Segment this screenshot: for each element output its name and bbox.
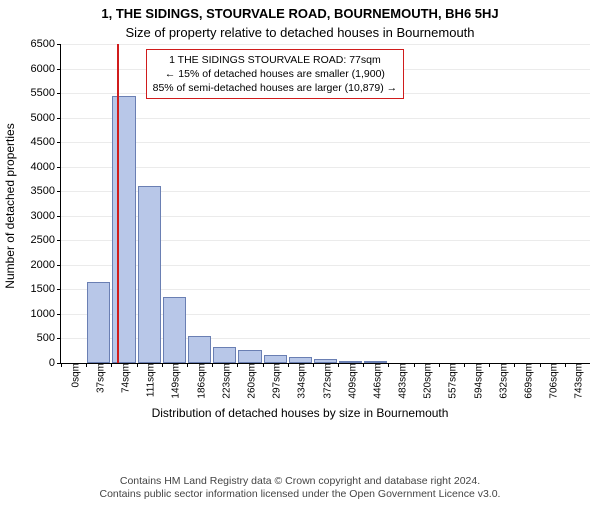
x-tick-label: 743sqm (570, 363, 585, 399)
x-tick-label: 111sqm (142, 363, 157, 397)
x-tick-label: 334sqm (293, 363, 308, 399)
x-tick-label: 632sqm (494, 363, 509, 399)
x-tick (111, 363, 112, 367)
x-tick-label: 669sqm (520, 363, 535, 399)
x-tick-label: 186sqm (192, 363, 207, 399)
x-tick (439, 363, 440, 367)
x-tick-label: 297sqm (268, 363, 283, 399)
annotation-box: 1 THE SIDINGS STOURVALE ROAD: 77sqm← 15%… (146, 49, 405, 100)
x-tick-label: 74sqm (116, 363, 131, 393)
y-tick-label: 3000 (31, 210, 61, 222)
footer-line1: Contains HM Land Registry data © Crown c… (0, 475, 600, 489)
annotation-line1: 1 THE SIDINGS STOURVALE ROAD: 77sqm (153, 53, 398, 67)
y-tick-label: 6000 (31, 63, 61, 75)
gridline (61, 167, 590, 168)
y-tick-label: 4500 (31, 136, 61, 148)
x-tick-label: 520sqm (419, 363, 434, 399)
y-tick-label: 6500 (31, 38, 61, 50)
y-tick-label: 4000 (31, 161, 61, 173)
x-tick (237, 363, 238, 367)
x-tick-label: 149sqm (167, 363, 182, 399)
y-tick-label: 500 (37, 332, 61, 344)
x-tick (313, 363, 314, 367)
chart-plot-area: 0500100015002000250030003500400045005000… (60, 44, 590, 364)
bar (238, 350, 261, 363)
bar (188, 336, 211, 363)
page-title-line2: Size of property relative to detached ho… (0, 25, 600, 40)
x-tick-label: 372sqm (318, 363, 333, 399)
x-tick (388, 363, 389, 367)
x-tick-label: 37sqm (91, 363, 106, 393)
x-tick (212, 363, 213, 367)
annotation-line2: ← 15% of detached houses are smaller (1,… (153, 67, 398, 81)
y-tick-label: 1000 (31, 308, 61, 320)
x-tick-label: 483sqm (394, 363, 409, 399)
x-tick (514, 363, 515, 367)
x-tick (540, 363, 541, 367)
chart-container: 0500100015002000250030003500400045005000… (60, 44, 590, 404)
x-tick-label: 446sqm (368, 363, 383, 399)
bar (163, 297, 186, 363)
y-axis-label: Number of detached properties (3, 123, 17, 288)
y-tick-label: 3500 (31, 185, 61, 197)
x-tick (187, 363, 188, 367)
x-tick (86, 363, 87, 367)
x-tick-label: 260sqm (242, 363, 257, 399)
y-tick-label: 5000 (31, 112, 61, 124)
x-tick (61, 363, 62, 367)
x-tick (162, 363, 163, 367)
x-tick (464, 363, 465, 367)
page-title-line1: 1, THE SIDINGS, STOURVALE ROAD, BOURNEMO… (0, 6, 600, 21)
x-tick (338, 363, 339, 367)
bar (138, 186, 161, 363)
x-tick-label: 223sqm (217, 363, 232, 399)
gridline (61, 118, 590, 119)
x-tick-label: 594sqm (469, 363, 484, 399)
x-tick (263, 363, 264, 367)
x-tick (414, 363, 415, 367)
x-tick-label: 0sqm (66, 363, 81, 387)
x-tick (565, 363, 566, 367)
bar (264, 355, 287, 363)
y-tick-label: 5500 (31, 87, 61, 99)
y-tick-label: 2500 (31, 234, 61, 246)
x-tick (288, 363, 289, 367)
x-tick-label: 409sqm (343, 363, 358, 399)
annotation-line3: 85% of semi-detached houses are larger (… (153, 81, 398, 95)
property-marker-line (117, 44, 119, 363)
x-tick (363, 363, 364, 367)
y-tick-label: 1500 (31, 283, 61, 295)
bar (213, 347, 236, 363)
y-tick-label: 2000 (31, 259, 61, 271)
bar (87, 282, 110, 363)
x-axis-label: Distribution of detached houses by size … (0, 406, 600, 420)
gridline (61, 142, 590, 143)
x-tick-label: 557sqm (444, 363, 459, 399)
x-tick (489, 363, 490, 367)
x-tick-label: 706sqm (545, 363, 560, 399)
gridline (61, 44, 590, 45)
footer: Contains HM Land Registry data © Crown c… (0, 475, 600, 502)
x-tick (137, 363, 138, 367)
y-tick-label: 0 (49, 357, 61, 369)
